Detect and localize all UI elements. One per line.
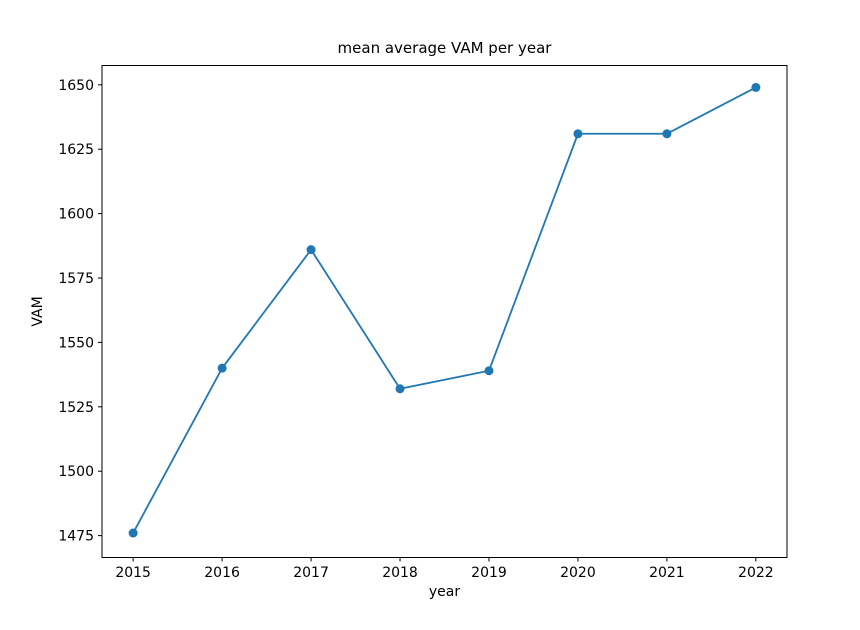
series-markers [128,82,761,538]
data-point [217,363,227,373]
data-point [573,129,583,139]
y-tick-label: 1550 [58,335,94,351]
data-point [128,528,138,538]
x-tick-label: 2015 [115,565,151,581]
y-axis-label: VAM [30,296,46,326]
data-point [662,129,672,139]
chart-title: mean average VAM per year [338,39,553,57]
x-tick-label: 2016 [204,565,240,581]
x-tick-label: 2017 [293,565,329,581]
x-tick-label: 2021 [649,565,685,581]
y-tick-label: 1525 [58,400,94,416]
plot-area [101,65,788,558]
y-tick-label: 1575 [58,271,94,287]
data-point [751,82,761,92]
y-tick-label: 1600 [58,207,94,223]
x-tick-label: 2019 [471,565,507,581]
y-tick-label: 1500 [58,464,94,480]
y-tick-label: 1625 [58,142,94,158]
x-axis-label: year [429,584,460,600]
data-point [484,366,494,376]
y-tick-label: 1475 [58,529,94,545]
data-point [395,384,405,394]
x-tick-label: 2020 [560,565,596,581]
data-point [306,245,316,255]
x-tick-label: 2022 [738,565,774,581]
series-line [132,86,757,534]
y-tick-label: 1650 [58,78,94,94]
y-axis-ticks: 1475 1500 1525 1550 1575 1600 1625 1650 [58,78,102,545]
x-tick-label: 2018 [382,565,418,581]
x-axis-ticks: 2015 2016 2017 2018 2019 2020 2021 2022 [115,557,774,581]
